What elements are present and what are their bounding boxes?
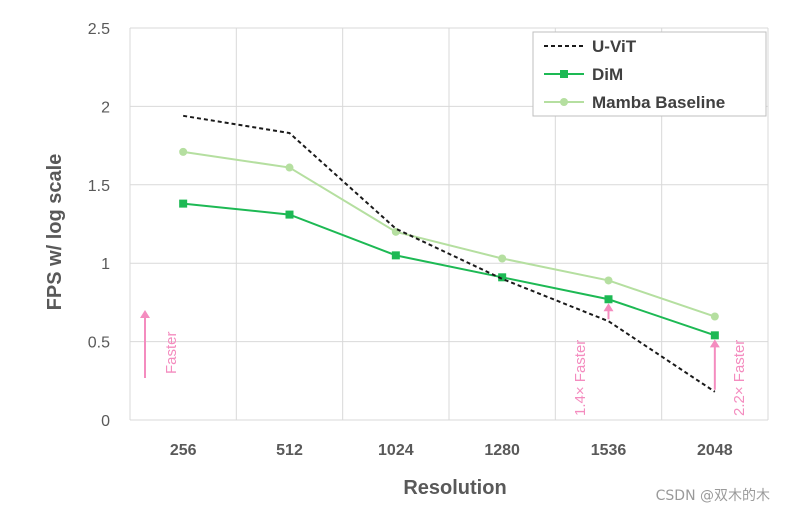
data-point bbox=[710, 312, 719, 321]
y-axis-ticks: 0 0.5 1 1.5 2 2.5 bbox=[88, 21, 110, 430]
series-line-mamba-baseline bbox=[183, 150, 716, 318]
y-tick-label: 2 bbox=[101, 99, 110, 116]
speedup-1536-arrow-head bbox=[603, 303, 614, 312]
legend-label-2: Mamba Baseline bbox=[592, 93, 725, 112]
series-layer bbox=[179, 114, 719, 393]
x-axis-title: Resolution bbox=[403, 477, 506, 499]
data-point bbox=[498, 254, 507, 263]
data-point bbox=[498, 273, 507, 282]
annotation-2048: 2.2× Faster bbox=[731, 340, 748, 416]
y-tick-label: 1.5 bbox=[88, 178, 110, 195]
legend-label-1: DiM bbox=[592, 65, 623, 84]
x-tick-label: 512 bbox=[276, 442, 303, 459]
y-tick-label: 1 bbox=[101, 256, 110, 273]
data-point bbox=[391, 251, 400, 260]
data-point bbox=[179, 199, 188, 208]
series-line-u-vit bbox=[183, 114, 716, 393]
annotation-1536: 1.4× Faster bbox=[572, 340, 589, 416]
legend-marker-1 bbox=[560, 70, 568, 78]
y-tick-label: 0 bbox=[101, 413, 110, 430]
data-point bbox=[285, 210, 294, 219]
y-axis-title: FPS w/ log scale bbox=[44, 154, 66, 311]
x-tick-label: 1024 bbox=[378, 442, 414, 459]
x-tick-label: 2048 bbox=[697, 442, 733, 459]
annotation-faster: Faster bbox=[163, 331, 180, 374]
x-tick-label: 256 bbox=[170, 442, 197, 459]
legend: U-ViT DiM Mamba Baseline bbox=[532, 31, 767, 117]
faster-arrow-head bbox=[140, 310, 150, 318]
watermark: CSDN @双木的木 bbox=[656, 488, 770, 504]
legend-label-0: U-ViT bbox=[592, 37, 637, 56]
legend-marker-2 bbox=[560, 98, 568, 106]
data-point bbox=[710, 331, 719, 340]
data-point bbox=[604, 295, 613, 304]
series-line-dim bbox=[183, 202, 716, 337]
data-point bbox=[604, 276, 613, 285]
x-tick-label: 1280 bbox=[484, 442, 520, 459]
speedup-2048-arrow-head bbox=[709, 339, 720, 348]
x-axis-ticks: 256 512 1024 1280 1536 2048 bbox=[170, 442, 733, 459]
x-tick-label: 1536 bbox=[591, 442, 627, 459]
data-point bbox=[285, 163, 294, 172]
data-point bbox=[179, 147, 188, 156]
y-tick-label: 2.5 bbox=[88, 21, 110, 38]
y-tick-label: 0.5 bbox=[88, 335, 110, 352]
annotations-layer: Faster 1.4× Faster 2.2× Faster bbox=[140, 303, 748, 416]
